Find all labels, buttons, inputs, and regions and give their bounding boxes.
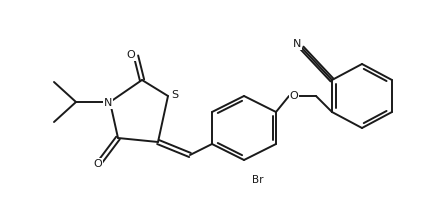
Text: Br: Br xyxy=(252,175,264,185)
Text: N: N xyxy=(293,39,301,49)
Text: N: N xyxy=(104,98,112,108)
Text: S: S xyxy=(171,90,178,100)
Text: O: O xyxy=(127,50,136,60)
Text: O: O xyxy=(94,159,103,169)
Text: O: O xyxy=(289,91,298,101)
